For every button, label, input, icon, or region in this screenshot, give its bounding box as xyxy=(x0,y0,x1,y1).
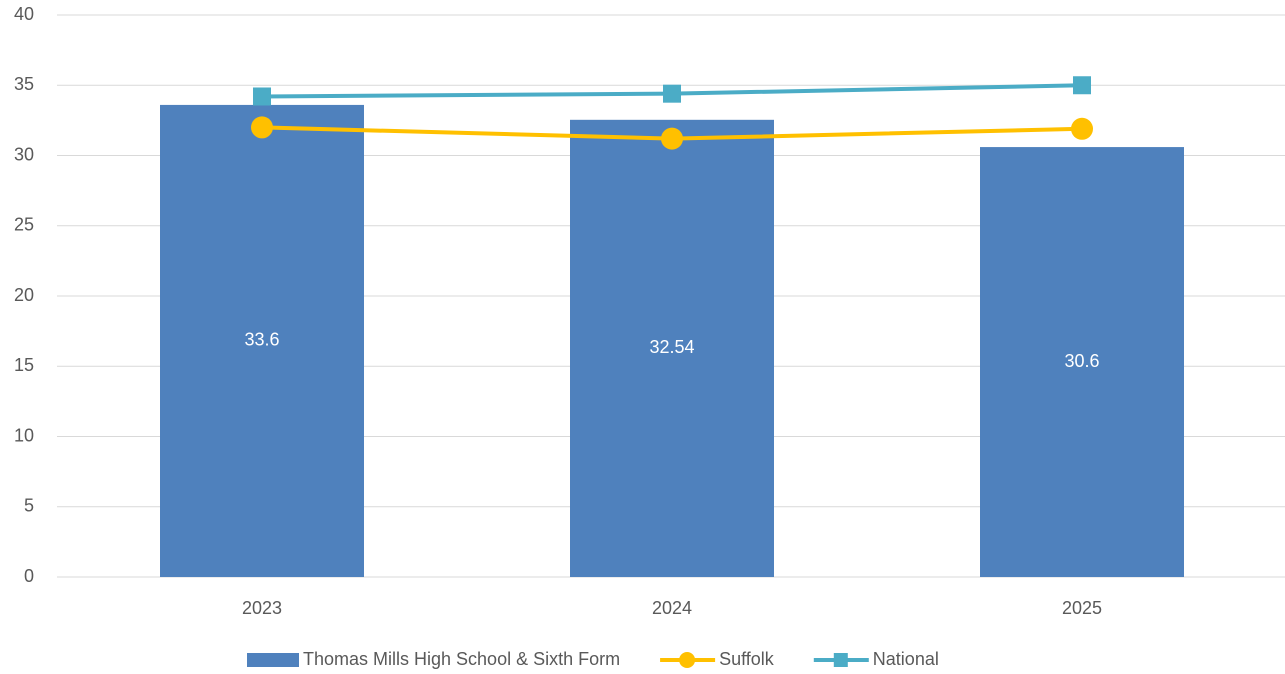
data-label: 32.54 xyxy=(649,337,694,357)
legend-label: Thomas Mills High School & Sixth Form xyxy=(303,649,620,669)
y-tick-label: 0 xyxy=(24,566,34,586)
marker xyxy=(1071,117,1093,140)
marker xyxy=(663,84,681,103)
legend-label: Suffolk xyxy=(719,649,775,669)
x-tick-label: 2025 xyxy=(1062,598,1102,618)
y-tick-label: 10 xyxy=(14,425,34,445)
bar xyxy=(980,147,1184,577)
data-label: 33.6 xyxy=(244,330,279,350)
y-tick-label: 25 xyxy=(14,215,34,235)
y-tick-label: 35 xyxy=(14,74,34,94)
x-tick-label: 2024 xyxy=(652,598,692,618)
y-tick-label: 15 xyxy=(14,355,34,375)
x-tick-label: 2023 xyxy=(242,598,282,618)
legend-label: National xyxy=(873,649,939,669)
legend-marker xyxy=(679,652,696,668)
legend-marker xyxy=(833,653,848,667)
marker xyxy=(251,116,273,139)
y-tick-label: 20 xyxy=(14,285,34,305)
bar xyxy=(570,119,774,578)
y-tick-label: 5 xyxy=(24,496,34,516)
y-tick-label: 40 xyxy=(14,4,34,24)
marker xyxy=(661,127,683,150)
legend-swatch xyxy=(247,653,299,667)
marker xyxy=(1073,76,1091,95)
y-tick-label: 30 xyxy=(14,144,34,164)
bar xyxy=(160,104,364,578)
marker xyxy=(253,87,271,106)
data-label: 30.6 xyxy=(1064,351,1099,371)
